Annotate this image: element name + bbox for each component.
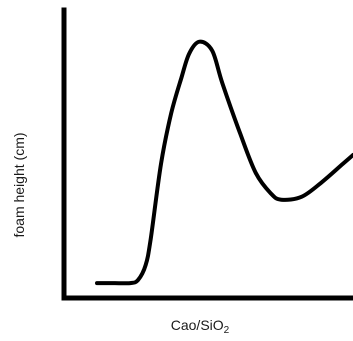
x-axis-label: Cao/SiO2 — [171, 317, 230, 336]
axes — [61, 7, 353, 301]
series-layer — [95, 39, 353, 286]
y-axis-label: foam height (cm) — [11, 132, 27, 237]
series-line-0 — [95, 39, 353, 286]
x-axis-label-main: Cao/SiO — [171, 317, 224, 333]
x-axis-label-subscript: 2 — [224, 325, 230, 336]
